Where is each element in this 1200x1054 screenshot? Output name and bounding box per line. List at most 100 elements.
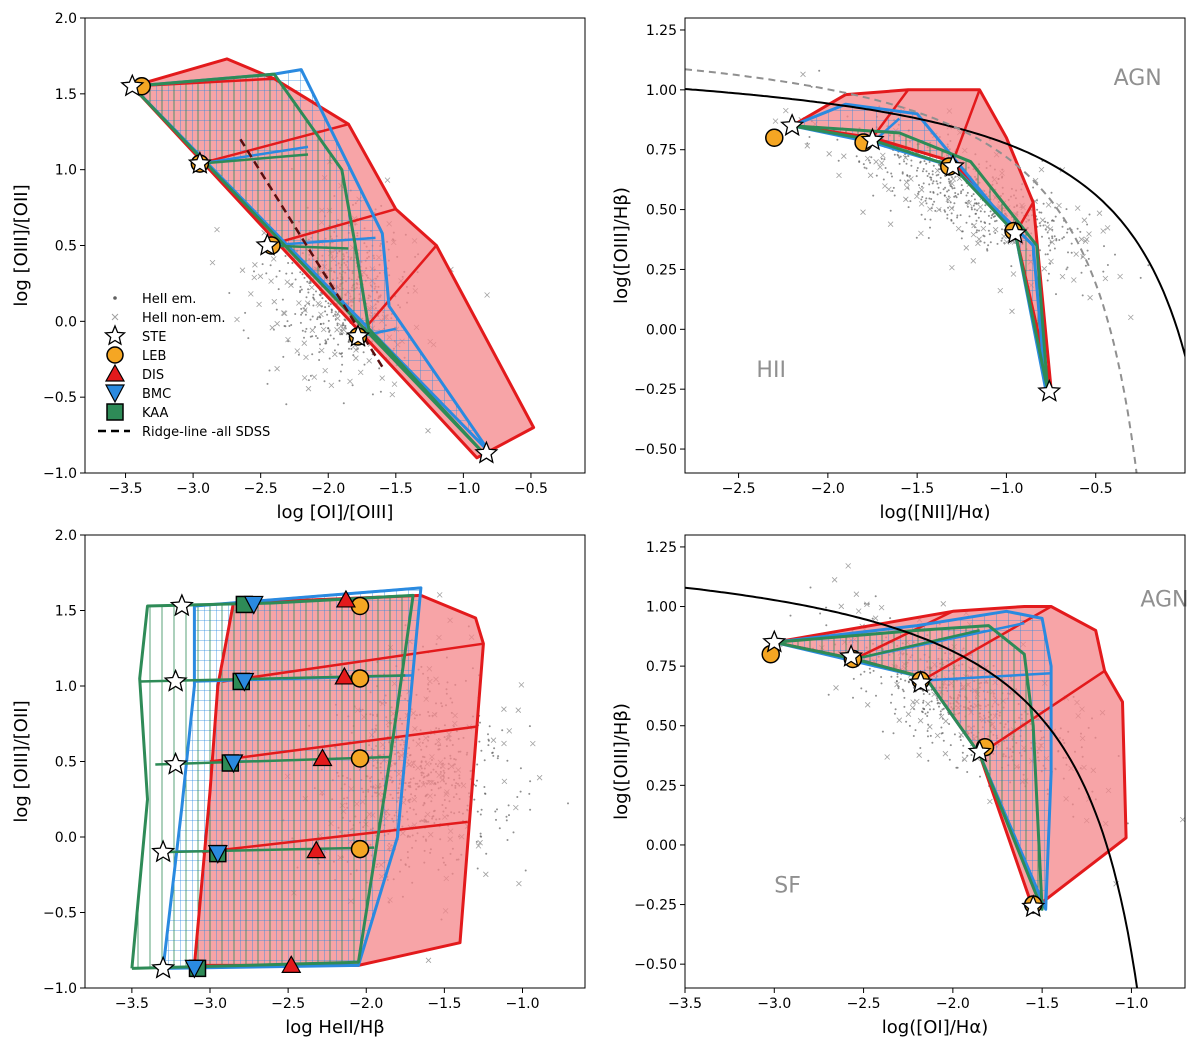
heii-nonem-point bbox=[274, 320, 280, 327]
y-tick-label: 0.00 bbox=[646, 322, 677, 338]
heii-nonem-point bbox=[280, 310, 287, 316]
heii-em-point bbox=[922, 701, 925, 704]
heii-em-point bbox=[498, 827, 501, 830]
legend-label: LEB bbox=[142, 349, 166, 364]
heii-em-point bbox=[342, 402, 345, 405]
heii-nonem-point bbox=[353, 355, 359, 361]
heii-em-point bbox=[983, 235, 986, 238]
heii-em-point bbox=[918, 184, 920, 187]
heii-nonem-point bbox=[942, 750, 949, 757]
heii-em-point bbox=[907, 206, 910, 209]
heii-nonem-point bbox=[285, 336, 291, 343]
heii-em-point bbox=[278, 270, 281, 272]
heii-em-point bbox=[336, 324, 339, 327]
heii-em-point bbox=[288, 325, 291, 327]
heii-em-point bbox=[942, 739, 945, 742]
heii-em-point bbox=[949, 201, 952, 204]
heii-em-point bbox=[953, 733, 956, 736]
heii-em-point bbox=[978, 229, 980, 232]
heii-em-point bbox=[904, 679, 907, 682]
heii-em-point bbox=[938, 702, 941, 705]
heii-em-point bbox=[291, 272, 294, 275]
heii-nonem-point bbox=[987, 798, 993, 805]
heii-em-point bbox=[973, 202, 976, 205]
y-tick-label: −1.0 bbox=[43, 466, 77, 482]
heii-em-point bbox=[917, 192, 919, 195]
heii-nonem-point bbox=[1059, 273, 1066, 280]
heii-nonem-point bbox=[934, 732, 941, 739]
heii-nonem-point bbox=[353, 347, 359, 353]
x-tick-label: −3.5 bbox=[115, 996, 149, 1012]
heii-em-point bbox=[898, 162, 901, 165]
heii-em-point bbox=[975, 202, 978, 205]
heii-em-point bbox=[881, 730, 884, 733]
heii-em-point bbox=[975, 219, 978, 222]
heii-em-point bbox=[929, 708, 931, 711]
heii-em-point bbox=[928, 197, 931, 200]
heii-nonem-point bbox=[1179, 816, 1185, 823]
heii-em-point bbox=[275, 308, 278, 311]
heii-em-point bbox=[1001, 228, 1003, 231]
heii-em-point bbox=[961, 230, 964, 233]
heii-em-point bbox=[483, 786, 486, 788]
heii-nonem-point bbox=[904, 184, 910, 191]
heii-em-point bbox=[966, 191, 969, 194]
heii-em-point bbox=[984, 204, 987, 207]
heii-em-point bbox=[950, 218, 953, 221]
heii-nonem-point bbox=[853, 591, 860, 597]
heii-em-point bbox=[928, 693, 931, 696]
heii-em-point bbox=[863, 670, 866, 673]
heii-em-point bbox=[855, 155, 858, 158]
heii-em-point bbox=[939, 191, 942, 194]
heii-nonem-point bbox=[864, 601, 870, 608]
heii-em-point bbox=[309, 281, 312, 284]
heii-em-point bbox=[939, 710, 942, 713]
ste-marker bbox=[151, 839, 176, 863]
heii-em-point bbox=[927, 689, 930, 692]
x-tick-label: −2.0 bbox=[311, 481, 345, 497]
ste-marker bbox=[120, 73, 145, 97]
heii-em-point bbox=[944, 210, 947, 213]
y-tick-label: 0.75 bbox=[646, 143, 677, 159]
heii-em-point bbox=[977, 202, 980, 205]
heii-em-point bbox=[347, 340, 350, 343]
heii-em-point bbox=[892, 186, 895, 189]
heii-em-point bbox=[970, 195, 973, 197]
heii-em-point bbox=[946, 190, 949, 193]
heii-em-point bbox=[891, 175, 893, 178]
heii-nonem-point bbox=[252, 262, 258, 268]
heii-em-point bbox=[242, 329, 245, 332]
heii-em-point bbox=[869, 671, 872, 674]
x-tick-label: −3.5 bbox=[109, 481, 143, 497]
heii-em-point bbox=[962, 744, 965, 747]
heii-em-point bbox=[480, 835, 483, 838]
heii-em-point bbox=[1070, 251, 1073, 254]
heii-em-point bbox=[483, 759, 486, 762]
heii-em-point bbox=[953, 187, 956, 190]
heii-nonem-point bbox=[1038, 166, 1045, 173]
heii-em-point bbox=[479, 721, 481, 724]
heii-em-point bbox=[496, 757, 499, 760]
heii-nonem-point bbox=[1082, 238, 1089, 244]
heii-em-point bbox=[976, 229, 978, 232]
heii-em-point bbox=[307, 291, 310, 294]
heii-em-point bbox=[870, 156, 873, 159]
axes-frame bbox=[684, 17, 1186, 474]
heii-nonem-point bbox=[970, 258, 977, 264]
y-tick-label: −0.25 bbox=[634, 898, 677, 914]
heii-em-point bbox=[959, 739, 962, 741]
heii-em-point bbox=[309, 374, 312, 377]
heii-em-point bbox=[928, 172, 930, 175]
heii-nonem-point bbox=[833, 685, 839, 691]
panel-top-right: AGN HII −2.5 −2.0 −1.5 −1.0 −0.5 −0.50 −0.25 0.00… bbox=[611, 17, 1186, 523]
legend: HeII em. HeII non-em. STE LEB DIS BMC KAA Ridge… bbox=[98, 292, 270, 440]
heii-nonem-point bbox=[845, 563, 851, 569]
heii-em-point bbox=[332, 315, 335, 317]
legend-marker bbox=[106, 403, 124, 421]
legend-marker bbox=[104, 363, 126, 382]
heii-em-point bbox=[480, 808, 483, 811]
dis-grid-line bbox=[222, 642, 484, 683]
ste-marker bbox=[163, 751, 188, 775]
heii-em-point bbox=[494, 810, 497, 813]
